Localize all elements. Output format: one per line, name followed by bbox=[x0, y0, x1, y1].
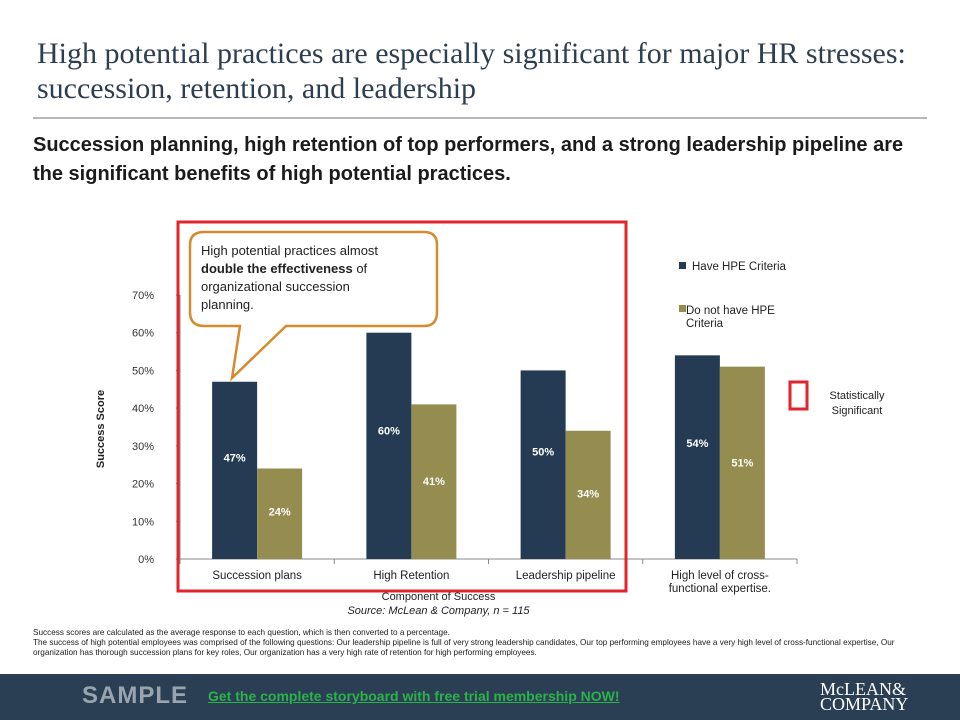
data-label: 47% bbox=[224, 453, 246, 465]
significance-highlight-box bbox=[176, 220, 628, 593]
bar-no-hpe bbox=[719, 366, 765, 559]
y-tick-label: 20% bbox=[132, 479, 154, 491]
bar-no-hpe bbox=[565, 430, 611, 559]
notes-line-1: Success scores are calculated as the ave… bbox=[33, 628, 450, 637]
data-label: 54% bbox=[686, 438, 708, 450]
legend-swatch-have-hpe bbox=[679, 262, 686, 269]
company-logo: McLEAN& COMPANY bbox=[820, 679, 930, 714]
bar-have-hpe bbox=[212, 381, 258, 559]
bar-have-hpe bbox=[366, 332, 412, 559]
y-tick-label: 30% bbox=[132, 441, 154, 453]
data-label: 51% bbox=[731, 458, 753, 470]
title-divider bbox=[33, 117, 927, 119]
data-label: 24% bbox=[269, 507, 291, 519]
y-tick-label: 10% bbox=[132, 516, 154, 528]
callout-text-line-1: High potential practices almost bbox=[201, 243, 378, 258]
data-label: 60% bbox=[378, 426, 400, 438]
data-label: 41% bbox=[423, 476, 445, 488]
legend-swatch-no-hpe bbox=[679, 305, 686, 312]
footer-bar bbox=[0, 674, 960, 720]
category-label: Succession plans bbox=[212, 570, 302, 582]
bar-no-hpe bbox=[411, 404, 457, 559]
logo-line-1: McLEAN& bbox=[820, 679, 906, 699]
callout-text-of: of bbox=[353, 261, 368, 276]
notes-line-2: The success of high potential employees … bbox=[33, 638, 895, 657]
data-label: 50% bbox=[532, 446, 554, 458]
significance-swatch bbox=[788, 380, 809, 411]
legend-label-have-hpe: Have HPE Criteria bbox=[692, 261, 787, 273]
callout-emphasis: double the effectiveness bbox=[201, 261, 353, 276]
logo-line-2: COMPANY bbox=[820, 694, 909, 714]
y-tick-label: 50% bbox=[132, 365, 154, 377]
legend-label-no-hpe: Do not have HPE bbox=[686, 305, 775, 317]
significance-label-1: Statistically bbox=[829, 390, 885, 402]
bar-chart: 0% 10% 20% 30% 40% 50% 60% 70% 47% 24% Succession … bbox=[95, 220, 885, 617]
chart-source: Source: McLean & Company, n = 115 bbox=[347, 605, 530, 617]
legend-label-no-hpe: Criteria bbox=[686, 318, 724, 330]
sample-watermark: SAMPLE bbox=[82, 682, 189, 709]
bar-have-hpe bbox=[674, 355, 720, 559]
page-subtitle: Succession planning, high retention of t… bbox=[33, 134, 904, 185]
y-tick-label: 0% bbox=[138, 554, 154, 566]
y-tick-label: 70% bbox=[132, 290, 154, 302]
bar-no-hpe bbox=[257, 468, 303, 559]
methodology-notes: Success scores are calculated as the ave… bbox=[33, 628, 913, 672]
callout-text-line-4: planning. bbox=[201, 297, 254, 312]
significance-label-2: Significant bbox=[832, 405, 883, 417]
x-axis-title: Component of Success bbox=[382, 591, 496, 603]
category-label: High level of cross- bbox=[671, 570, 769, 582]
y-tick-label: 40% bbox=[132, 403, 154, 415]
category-label: High Retention bbox=[373, 570, 449, 582]
callout-text-line-3: organizational succession bbox=[201, 279, 350, 294]
callout-bubble bbox=[188, 230, 439, 382]
free-trial-link[interactable]: Get the complete storyboard with free tr… bbox=[208, 688, 620, 704]
bar-have-hpe bbox=[520, 370, 566, 559]
callout-text-line-2: double the effectiveness of bbox=[201, 261, 368, 276]
y-axis-title: Success Score bbox=[95, 390, 107, 468]
y-tick-label: 60% bbox=[132, 328, 154, 340]
page-title: High potential practices are especially … bbox=[37, 37, 906, 105]
category-label: functional expertise. bbox=[669, 583, 771, 595]
data-label: 34% bbox=[577, 488, 599, 500]
category-label: Leadership pipeline bbox=[516, 570, 616, 582]
